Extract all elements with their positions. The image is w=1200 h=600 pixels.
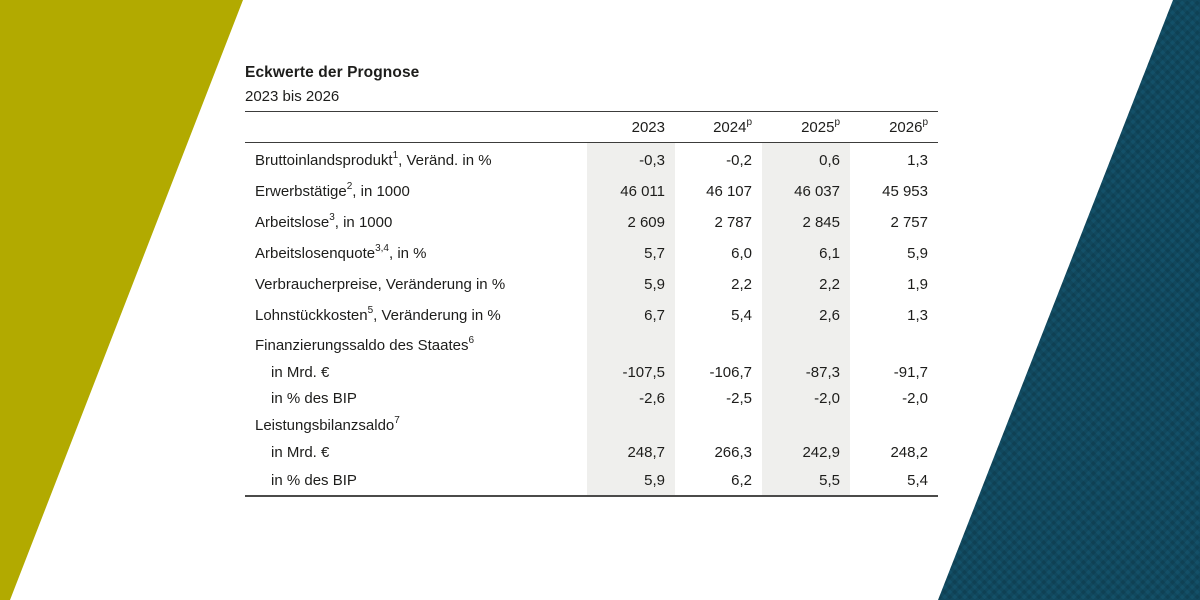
year-column-header: 2025p [762, 116, 850, 136]
row-label: Leistungsbilanzsaldo7 [255, 414, 400, 434]
table-row: Erwerbstätige2, in 1000 46 011 46 107 46 03… [245, 176, 938, 207]
cell-value: -2,0 [902, 389, 928, 407]
cell-value: 5,7 [644, 245, 665, 262]
cell-value: 242,9 [802, 443, 840, 461]
cell-value: -87,3 [805, 363, 840, 381]
year-column-header: 2024p [675, 116, 762, 136]
cell-value: 1,3 [907, 152, 928, 169]
cell-value: 6,0 [731, 245, 752, 262]
year-label: 2023 [631, 118, 665, 136]
cell-value: -0,2 [726, 152, 752, 169]
year-column-header: 2023 [587, 119, 675, 136]
cell-value: 2 845 [802, 214, 840, 231]
cell-value: -0,3 [639, 152, 665, 169]
table-row: in Mrd. € -107,5 -106,7 -87,3 -91,7 [245, 359, 938, 385]
table-body: Bruttoinlandsprodukt1, Veränd. in % -0,3 -… [245, 143, 938, 495]
year-column-header: 2026p [850, 116, 938, 136]
cell-value: 5,4 [731, 307, 752, 324]
table-row: Arbeitslose3, in 1000 2 609 2 787 2 845 2 75… [245, 207, 938, 238]
table-row: Arbeitslosenquote3,4, in % 5,7 6,0 6,1 5,9 [245, 238, 938, 269]
cell-value: 46 011 [620, 183, 665, 200]
cell-value: -2,5 [726, 389, 752, 407]
row-label: Erwerbstätige2, in 1000 [255, 181, 410, 201]
cell-value: 0,6 [819, 152, 840, 169]
cell-value: -91,7 [893, 363, 928, 381]
cell-value: 2,2 [819, 276, 840, 293]
row-label: Verbraucherpreise, Veränderung in % [255, 276, 506, 293]
column-highlight-band [587, 143, 675, 495]
year-sup: p [746, 116, 752, 128]
row-label: in Mrd. € [271, 443, 330, 461]
table-row: in % des BIP 5,9 6,2 5,5 5,4 [245, 465, 938, 495]
cell-value: 248,7 [627, 443, 665, 461]
column-highlight-band [762, 143, 850, 495]
year-sup: p [834, 116, 840, 128]
cell-value: 2 787 [714, 214, 752, 231]
table-row: in Mrd. € 248,7 266,3 242,9 248,2 [245, 439, 938, 465]
cell-value: -2,6 [639, 389, 665, 407]
cell-value: 46 037 [794, 183, 840, 200]
cell-value: 2,2 [731, 276, 752, 293]
cell-value: 5,9 [644, 276, 665, 293]
table-row: Finanzierungssaldo des Staates6 [245, 331, 938, 359]
row-label: in Mrd. € [271, 363, 330, 381]
table-subtitle: 2023 bis 2026 [245, 88, 340, 105]
year-label: 2024 [713, 118, 747, 136]
row-label: Finanzierungssaldo des Staates6 [255, 334, 475, 354]
cell-value: 2 609 [627, 214, 665, 231]
year-label: 2025 [801, 118, 835, 136]
row-label: Arbeitslosenquote3,4, in % [255, 243, 427, 263]
cell-value: 248,2 [890, 443, 928, 461]
table-row: Leistungsbilanzsaldo7 [245, 411, 938, 439]
cell-value: 5,5 [819, 471, 840, 489]
row-label: in % des BIP [271, 389, 357, 407]
cell-value: 266,3 [714, 443, 752, 461]
table-header-row: 2023 2024p 2025p 2026p [245, 112, 938, 142]
cell-value: -2,0 [814, 389, 840, 407]
cell-value: 5,4 [907, 471, 928, 489]
row-label: in % des BIP [271, 471, 357, 489]
cell-value: 5,9 [907, 245, 928, 262]
cell-value: -106,7 [709, 363, 752, 381]
row-label: Arbeitslose3, in 1000 [255, 212, 393, 232]
table-row: Lohnstückkosten5, Veränderung in % 6,7 5,4… [245, 300, 938, 331]
cell-value: 6,1 [819, 245, 840, 262]
cell-value: 1,3 [907, 307, 928, 324]
cell-value: -107,5 [622, 363, 665, 381]
cell-value: 2 757 [890, 214, 928, 231]
table-row: Bruttoinlandsprodukt1, Veränd. in % -0,3 -… [245, 145, 938, 176]
year-label: 2026 [889, 118, 923, 136]
table-row: Verbraucherpreise, Veränderung in % 5,9 2,… [245, 269, 938, 300]
row-label: Bruttoinlandsprodukt1, Veränd. in % [255, 150, 492, 170]
table-title: Eckwerte der Prognose [245, 64, 420, 81]
cell-value: 2,6 [819, 307, 840, 324]
cell-value: 45 953 [882, 183, 928, 200]
cell-value: 46 107 [706, 183, 752, 200]
year-sup: p [922, 116, 928, 128]
row-label: Lohnstückkosten5, Veränderung in % [255, 305, 501, 325]
table-row: in % des BIP -2,6 -2,5 -2,0 -2,0 [245, 385, 938, 411]
rule-bottom [245, 495, 938, 497]
cell-value: 6,7 [644, 307, 665, 324]
rule-under-header [245, 142, 938, 143]
rule-top [245, 111, 938, 112]
cell-value: 5,9 [644, 471, 665, 489]
forecast-table: Eckwerte der Prognose 2023 bis 2026 2023… [245, 63, 938, 497]
cell-value: 6,2 [731, 471, 752, 489]
cell-value: 1,9 [907, 276, 928, 293]
